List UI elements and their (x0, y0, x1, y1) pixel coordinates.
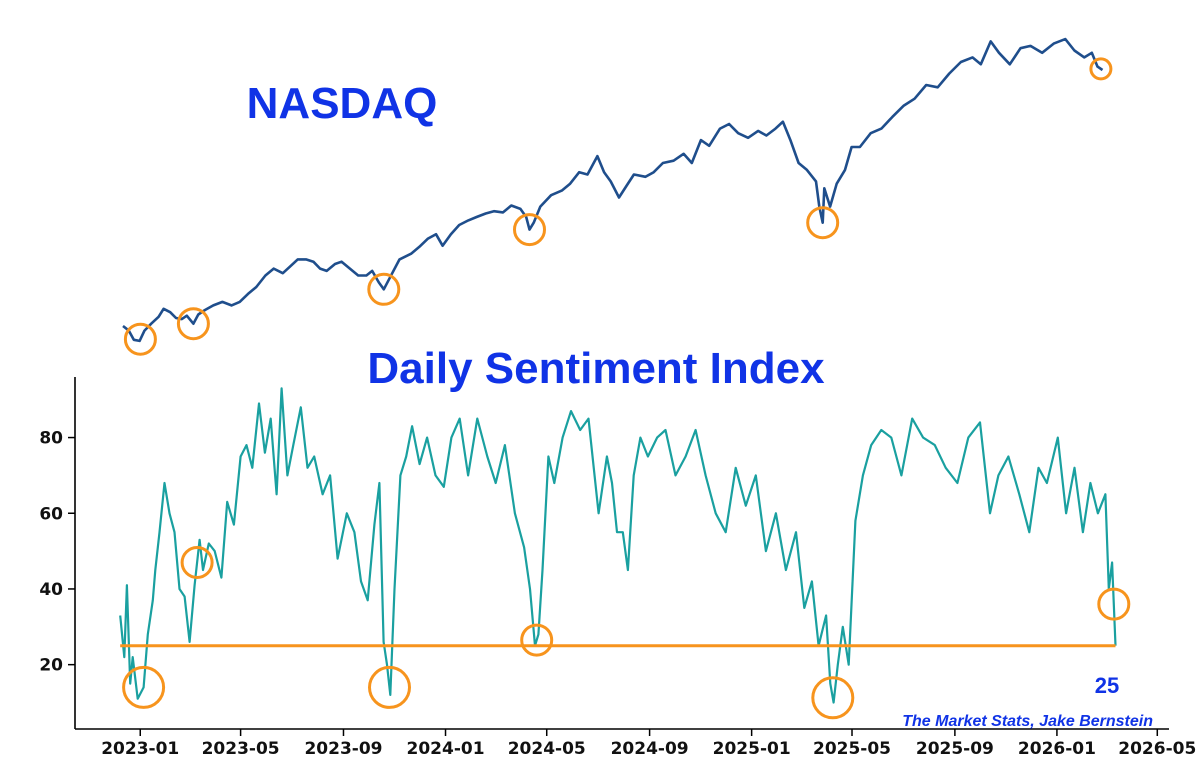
nasdaq-dip-marker (806, 206, 840, 240)
nasdaq-dip-marker (367, 272, 401, 306)
nasdaq-dip-marker (513, 213, 546, 247)
x-tick-label: 2025-05 (813, 739, 891, 759)
y-tick-label: 60 (39, 504, 63, 524)
sentiment-extreme-marker (520, 623, 554, 657)
nasdaq-plot (122, 37, 1113, 356)
x-tick-label: 2024-09 (611, 739, 689, 759)
x-tick-label: 2024-01 (407, 739, 485, 759)
y-axis-ticks: 20 40 60 80 (39, 429, 75, 676)
sentiment-extreme-marker (1097, 587, 1131, 621)
x-axis-ticks: 2023-01 2023-05 2023-09 2024-01 2024-05 2024-… (101, 729, 1196, 759)
sentiment-title: Daily Sentiment Index (367, 344, 825, 393)
nasdaq-dip-marker (1089, 57, 1113, 81)
x-tick-label: 2026-05 (1118, 739, 1196, 759)
sentiment-extreme-marker (368, 665, 411, 709)
y-tick-label: 20 (39, 656, 63, 676)
sentiment-series-line (119, 387, 1117, 704)
nasdaq-series-line (122, 37, 1104, 343)
x-tick-label: 2025-01 (713, 739, 791, 759)
x-tick-label: 2023-05 (202, 739, 280, 759)
x-tick-label: 2024-05 (508, 739, 586, 759)
sentiment-extreme-marker (811, 676, 855, 720)
x-tick-label: 2025-09 (916, 739, 994, 759)
latest-value-label: 25 (1095, 673, 1119, 698)
x-tick-label: 2026-01 (1018, 739, 1096, 759)
sentiment-extreme-marker (122, 665, 166, 709)
sentiment-plot (119, 387, 1131, 720)
nasdaq-title: NASDAQ (247, 79, 438, 128)
nasdaq-dip-marker (176, 307, 210, 341)
credit-text: The Market Stats, Jake Bernstein (902, 713, 1153, 730)
x-tick-label: 2023-09 (304, 739, 382, 759)
y-tick-label: 80 (39, 429, 63, 449)
nasdaq-dip-marker (123, 322, 157, 356)
sentiment-extreme-marker (180, 546, 214, 579)
y-tick-label: 40 (39, 580, 63, 600)
x-tick-label: 2023-01 (101, 739, 179, 759)
